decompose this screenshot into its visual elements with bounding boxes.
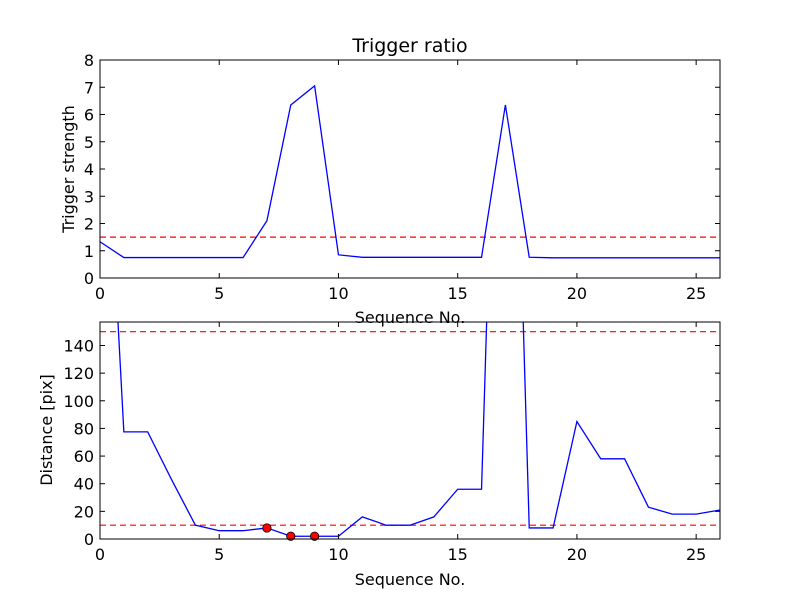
bottom-x-axis-label: Sequence No. <box>355 570 466 589</box>
plot-frame <box>99 321 721 540</box>
x-tick-label: 0 <box>95 284 105 303</box>
y-tick-label: 40 <box>74 475 94 494</box>
x-tick-label: 15 <box>448 545 468 564</box>
y-tick-label: 60 <box>74 447 94 466</box>
y-tick-label: 80 <box>74 419 94 438</box>
data-point-marker <box>262 523 272 533</box>
x-tick-label: 25 <box>686 284 706 303</box>
y-tick-label: 1 <box>84 242 94 261</box>
x-tick-label: 5 <box>214 545 224 564</box>
y-tick-label: 3 <box>84 187 94 206</box>
series-line <box>117 322 720 537</box>
x-tick-label: 0 <box>95 545 105 564</box>
trigger-strength-y-label: Trigger strength <box>59 105 78 234</box>
x-tick-label: 5 <box>214 284 224 303</box>
series-line <box>100 84 720 259</box>
x-tick-label: 10 <box>328 545 348 564</box>
y-tick-label: 6 <box>84 106 94 125</box>
y-tick-label: 0 <box>84 269 94 288</box>
x-tick-label: 25 <box>686 545 706 564</box>
x-tick-label: 20 <box>567 284 587 303</box>
data-point-marker <box>286 531 296 541</box>
y-tick-label: 20 <box>74 502 94 521</box>
distance-plot: Distance [pix] Sequence No. 0 5 10 15 20 25 0 2… <box>37 321 721 589</box>
y-tick-label: 7 <box>84 78 94 97</box>
y-tick-label: 4 <box>84 160 94 179</box>
x-tick-label: 10 <box>328 284 348 303</box>
distance-y-label: Distance [pix] <box>37 374 56 486</box>
y-tick-label: 8 <box>84 51 94 70</box>
data-point-marker <box>310 531 320 541</box>
trigger-ratio-title: Trigger ratio <box>351 35 467 57</box>
y-tick-label: 2 <box>84 215 94 234</box>
top-x-axis-label: Sequence No. <box>355 308 466 327</box>
y-tick-label: 5 <box>84 133 94 152</box>
y-tick-label: 140 <box>63 336 94 355</box>
x-tick-label: 15 <box>448 284 468 303</box>
y-tick-label: 120 <box>63 364 94 383</box>
x-tick-label: 20 <box>567 545 587 564</box>
y-tick-label: 0 <box>84 530 94 549</box>
y-tick-label: 100 <box>63 392 94 411</box>
